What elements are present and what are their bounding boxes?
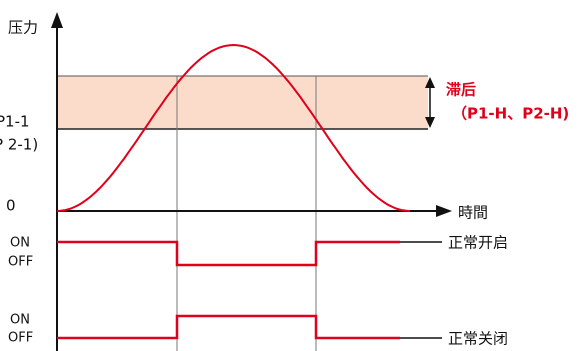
on-label: ON	[10, 236, 30, 251]
off-label: OFF	[8, 255, 33, 270]
pressure-curve	[56, 43, 411, 212]
reset-label: P 2-1)	[0, 136, 38, 154]
x-label: 時間	[458, 204, 488, 222]
arrow-head	[425, 117, 435, 128]
x-arrow	[436, 205, 452, 217]
off-label: OFF	[8, 331, 33, 346]
hysteresis-params: （P1-H、P2-H)	[452, 105, 569, 123]
zero-label: 0	[6, 197, 16, 215]
set-label: P1-1	[0, 113, 30, 131]
hysteresis-band	[57, 76, 428, 129]
arrow-head	[425, 77, 435, 88]
hysteresis-title: 滞后	[446, 81, 476, 99]
nc-label: 正常关闭	[448, 330, 508, 348]
nc-signal	[57, 314, 400, 340]
no-label: 正常开启	[448, 234, 508, 252]
y-arrow	[51, 12, 63, 28]
y-label: 压力	[8, 19, 38, 37]
on-label: ON	[10, 313, 30, 328]
no-signal	[57, 240, 400, 267]
